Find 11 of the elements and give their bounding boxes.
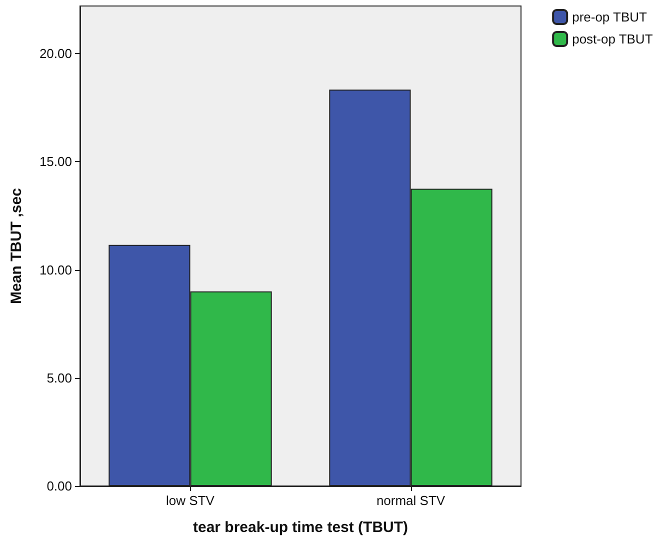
x-axis-title: tear break-up time test (TBUT) [192,519,408,536]
y-axis-title: Mean TBUT ,sec [8,188,25,304]
y-tick-label: 5.00 [46,370,72,386]
y-tick-label: 10.00 [39,262,72,278]
legend-label: pre-op TBUT [572,10,648,24]
x-tick-label: normal STV [376,493,446,508]
y-tick-label: 20.00 [39,46,72,62]
x-tick-label: low STV [166,493,215,508]
y-tick-label: 0.00 [46,478,72,494]
y-tick-label: 15.00 [39,154,72,170]
legend-label: post-op TBUT [572,32,653,46]
